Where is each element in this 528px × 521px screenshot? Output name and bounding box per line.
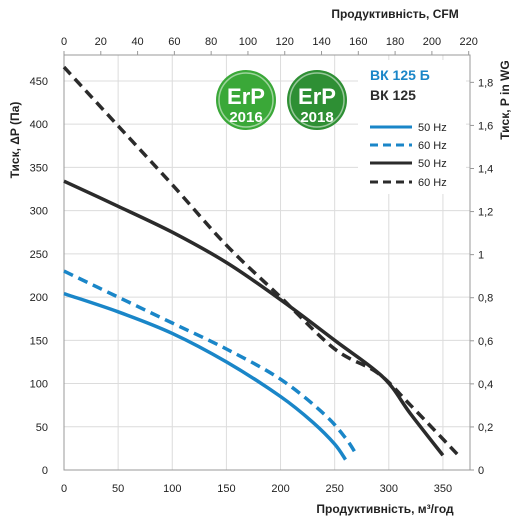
top-axis-ticks: 0 20 40 60 80 100 120 140 160 180 200 220 <box>61 36 478 55</box>
x-tick-label: 250 <box>325 483 343 495</box>
erp-2016-logo-text: ErP <box>227 84 265 109</box>
legend: ВК 125 Б ВК 125 50 Hz 60 Hz 50 Hz 60 Hz <box>358 60 466 194</box>
erp-2018-badge: ErP 2018 <box>287 70 347 130</box>
top-tick-label: 80 <box>205 36 217 48</box>
top-tick-label: 40 <box>131 36 143 48</box>
right-tick-label: 0 <box>478 465 484 477</box>
erp-2018-logo-text: ErP <box>298 84 336 109</box>
y-tick-label: 0 <box>42 465 48 477</box>
y-axis-right-title: Тиск, P in WG <box>498 60 512 139</box>
top-tick-label: 120 <box>276 36 294 48</box>
right-tick-label: 0,2 <box>478 422 493 434</box>
top-tick-label: 60 <box>168 36 180 48</box>
plot-frame <box>63 54 471 471</box>
top-tick-label: 0 <box>61 36 67 48</box>
right-tick-label: 1,6 <box>478 120 493 132</box>
series-lines <box>62 65 461 461</box>
erp-2018-badge-circle <box>287 70 347 130</box>
x-tick-label: 0 <box>61 483 67 495</box>
legend-label-bk125-60hz: 60 Hz <box>418 177 447 189</box>
legend-title-bk125: ВК 125 <box>370 87 416 103</box>
y-axis-title: Тиск, ΔP (Па) <box>8 102 22 179</box>
erp-2016-badge: ErP 2016 <box>216 70 276 130</box>
series-line-bk125b-60hz <box>63 269 358 456</box>
y-axis-ticks: 0 50 100 150 200 250 300 350 400 450 <box>30 76 48 477</box>
erp-2016-year-text: 2016 <box>229 109 262 126</box>
legend-title-bk125b: ВК 125 Б <box>370 67 430 83</box>
right-tick-label: 0,6 <box>478 336 493 348</box>
right-tick-label: 1 <box>478 250 484 262</box>
top-tick-label: 180 <box>386 36 404 48</box>
top-tick-label: 160 <box>349 36 367 48</box>
y-tick-label: 200 <box>30 292 48 304</box>
top-tick-label: 100 <box>239 36 257 48</box>
y-tick-label: 100 <box>30 379 48 391</box>
right-tick-label: 1,8 <box>478 77 493 89</box>
erp-2018-badge-ring <box>289 72 345 128</box>
y-tick-label: 250 <box>30 249 48 261</box>
x-tick-label: 150 <box>217 483 235 495</box>
x-axis-title: Продуктивність, м³/год <box>316 502 454 516</box>
right-tick-label: 0,8 <box>478 293 493 305</box>
top-tick-label: 200 <box>423 36 441 48</box>
right-axis-ticks: 0 0,2 0,4 0,6 0,8 1 1,2 1,4 1,6 1,8 <box>470 77 493 477</box>
erp-2018-year-text: 2018 <box>300 109 333 126</box>
y-tick-label: 300 <box>30 206 48 218</box>
series-line-bk125b-50hz <box>63 291 347 461</box>
erp-2016-badge-ring <box>218 72 274 128</box>
right-tick-label: 1,2 <box>478 207 493 219</box>
y-tick-label: 450 <box>30 76 48 88</box>
legend-label-bk125-50hz: 50 Hz <box>418 158 447 170</box>
legend-label-bk125b-60hz: 60 Hz <box>418 140 447 152</box>
series-line-bk125-60hz <box>62 65 461 458</box>
x-tick-label: 100 <box>163 483 181 495</box>
x-axis-top-title: Продуктивність, CFM <box>331 7 458 21</box>
y-tick-label: 50 <box>36 422 48 434</box>
y-tick-label: 150 <box>30 335 48 347</box>
erp-2016-badge-circle <box>216 70 276 130</box>
series-line-bk125-50hz <box>63 179 445 457</box>
right-tick-label: 0,4 <box>478 379 493 391</box>
x-tick-label: 200 <box>271 483 289 495</box>
top-tick-label: 20 <box>95 36 107 48</box>
top-tick-label: 140 <box>312 36 330 48</box>
x-tick-label: 50 <box>112 483 124 495</box>
x-tick-label: 300 <box>380 483 398 495</box>
legend-label-bk125b-50hz: 50 Hz <box>418 122 447 134</box>
right-tick-label: 1,4 <box>478 163 493 175</box>
x-tick-label: 350 <box>434 483 452 495</box>
x-axis-ticks: 0 50 100 150 200 250 300 350 <box>61 483 452 495</box>
y-tick-label: 350 <box>30 162 48 174</box>
top-tick-label: 220 <box>459 36 477 48</box>
y-tick-label: 400 <box>30 119 48 131</box>
